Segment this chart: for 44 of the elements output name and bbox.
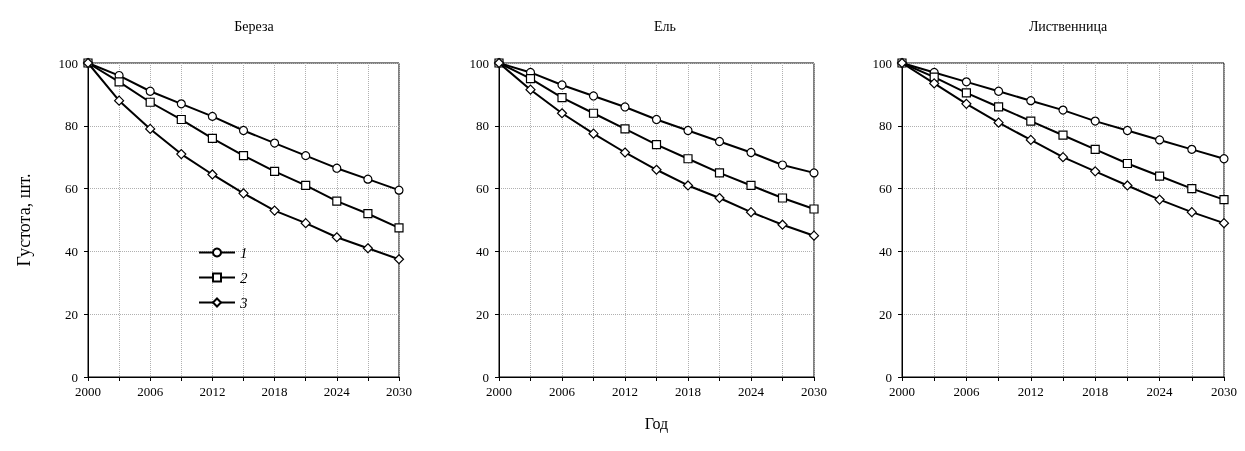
y-tick-label: 20	[879, 306, 892, 322]
x-tick-label: 2018	[675, 384, 701, 399]
chart-title: Ель	[654, 18, 676, 34]
y-tick-label: 80	[65, 118, 78, 134]
x-tick-label: 2024	[323, 384, 351, 399]
x-tick-label: 2006	[549, 384, 576, 399]
x-tick-label: 2000	[889, 384, 915, 399]
y-tick-label: 100	[469, 55, 489, 71]
x-tick-label: 2006	[953, 384, 980, 399]
x-tick-label: 2030	[801, 384, 827, 399]
x-tick-label: 2000	[75, 384, 101, 399]
y-tick-label: 40	[879, 243, 892, 259]
y-tick-label: 0	[482, 369, 489, 385]
y-tick-label: 60	[65, 181, 78, 197]
y-tick-label: 0	[71, 369, 78, 385]
legend-label: 3	[239, 294, 248, 311]
y-tick-label: 100	[58, 55, 78, 71]
y-tick-label: 60	[476, 181, 489, 197]
y-axis-title: Густота, шт.	[14, 173, 34, 267]
y-tick-label: 0	[885, 369, 892, 385]
x-tick-label: 2012	[612, 384, 638, 399]
y-tick-label: 20	[476, 306, 489, 322]
x-tick-label: 2024	[738, 384, 765, 399]
y-tick-label: 80	[476, 118, 489, 134]
y-tick-label: 100	[872, 55, 892, 71]
y-tick-label: 60	[879, 181, 892, 197]
legend-label: 2	[240, 269, 248, 286]
x-tick-label: 2018	[1082, 384, 1109, 399]
y-tick-label: 40	[476, 243, 489, 259]
y-tick-label: 80	[879, 118, 892, 134]
chart-title: Лиственница	[1028, 18, 1108, 34]
x-tick-label: 2018	[261, 384, 288, 399]
x-axis-title: Год	[644, 414, 669, 433]
chart-title: Береза	[234, 18, 275, 34]
x-tick-label: 2006	[137, 384, 164, 399]
x-tick-label: 2000	[486, 384, 512, 399]
y-tick-label: 20	[65, 306, 78, 322]
legend-label: 1	[240, 244, 248, 261]
y-tick-label: 40	[65, 243, 78, 259]
x-tick-label: 2030	[386, 384, 412, 399]
x-tick-label: 2030	[1211, 384, 1237, 399]
x-tick-label: 2012	[1017, 384, 1044, 399]
x-tick-label: 2024	[1146, 384, 1174, 399]
x-tick-label: 2012	[199, 384, 226, 399]
